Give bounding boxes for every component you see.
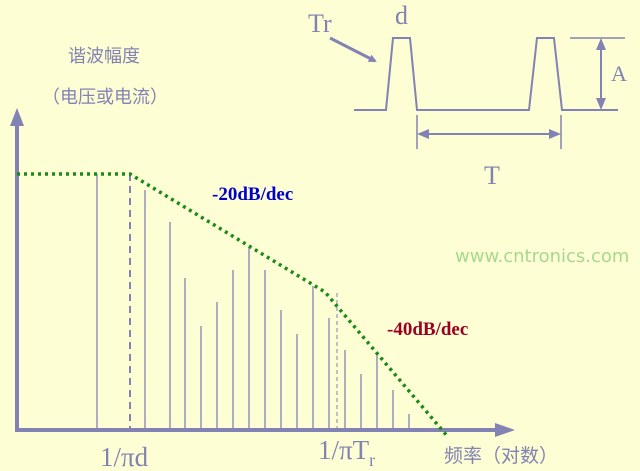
envelope-asymptote <box>17 172 450 439</box>
x-axis-arrow-icon <box>495 423 515 437</box>
y-axis-subtitle: （电压或电流） <box>42 87 168 108</box>
watermark: www.cntronics.com <box>455 246 629 267</box>
pulse-waveform <box>354 37 618 111</box>
y-axis-title: 谐波幅度 <box>68 46 140 67</box>
harmonic-lines <box>96 174 410 428</box>
rise-time-label: Tr <box>308 9 332 38</box>
x-axis-title: 频率（对数） <box>444 445 558 467</box>
corner-2-label: 1/πTr <box>318 435 375 470</box>
rise-time-arrow-icon <box>329 36 377 63</box>
width-label: d <box>395 1 408 30</box>
period-label: T <box>484 161 500 190</box>
slope-label-40db: -40dB/dec <box>387 319 468 340</box>
y-axis-arrow-icon <box>10 108 24 126</box>
x-axis <box>15 423 515 437</box>
slope-label-20db: -20dB/dec <box>212 184 293 205</box>
y-axis <box>10 108 24 430</box>
corner-1-label: 1/πd <box>100 442 149 471</box>
amplitude-label: A <box>611 61 627 86</box>
pulse-waveform-inset: Tr d A T <box>308 1 627 190</box>
